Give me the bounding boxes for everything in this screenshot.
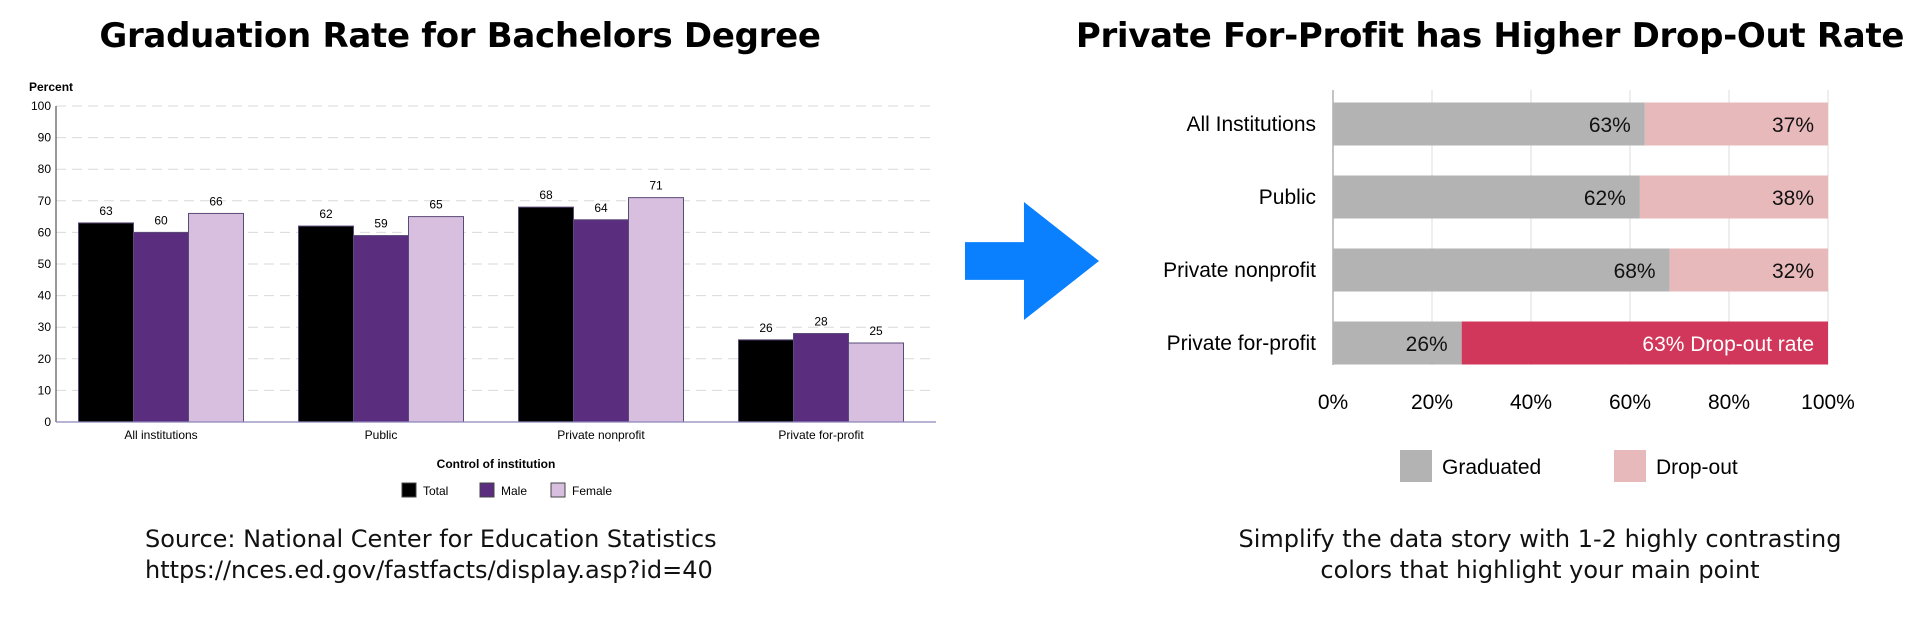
y-tick-label: 50 (38, 257, 52, 271)
stacked-bar-chart: 63% 37% All Institutions 62% 38% Public 68% 32%… (1163, 90, 1855, 482)
y-tick-label: 90 (38, 131, 52, 145)
bar-graduated (1333, 321, 1462, 365)
bar-total (298, 225, 354, 423)
x-tick-label: All institutions (124, 428, 197, 442)
x-tick-label: Private nonprofit (557, 428, 645, 442)
y-tick-label: Private for-profit (1167, 332, 1317, 355)
y-tick-label: Private nonprofit (1163, 259, 1316, 282)
y-tick-label: 30 (38, 320, 52, 334)
bar-female (848, 342, 904, 423)
legend-label: Total (423, 484, 448, 498)
bar-value-label: 63% (1589, 114, 1631, 137)
advice-caption-line: colors that highlight your main point (1320, 556, 1760, 584)
y-tick-label: 0 (44, 415, 51, 429)
x-tick-label: Public (365, 428, 398, 442)
bar-value-label: 63% Drop-out rate (1642, 333, 1814, 356)
legend-swatch (550, 482, 566, 498)
y-tick-label: 40 (38, 289, 52, 303)
right-chart-title: Private For-Profit has Higher Drop-Out R… (1075, 16, 1905, 56)
legend-swatch (1614, 450, 1646, 482)
bar-male (793, 333, 849, 423)
legend-swatch (1400, 450, 1432, 482)
legend-label: Graduated (1442, 456, 1541, 479)
left-chart-title: Graduation Rate for Bachelors Degree (99, 16, 821, 56)
bar-value-label: 62% (1584, 187, 1626, 210)
bar-value-label: 65 (429, 198, 443, 212)
y-tick-label: 10 (38, 383, 52, 397)
source-caption: Source: National Center for Education St… (145, 524, 717, 586)
bar-value-label: 32% (1772, 260, 1814, 283)
bar-value-label: 59 (374, 217, 388, 231)
x-tick-label: 60% (1609, 391, 1651, 414)
bar-value-label: 28 (814, 315, 828, 329)
bar-drop-out (1461, 321, 1828, 365)
bar-value-label: 38% (1772, 187, 1814, 210)
x-tick-label: 40% (1510, 391, 1552, 414)
y-tick-label: 20 (38, 352, 52, 366)
legend-swatch (479, 482, 495, 498)
bar-male (133, 231, 189, 423)
bar-value-label: 66 (209, 194, 223, 208)
y-tick-label: 70 (38, 194, 52, 208)
bar-value-label: 63 (99, 204, 113, 218)
source-caption-line: Source: National Center for Education St… (145, 525, 717, 553)
bar-value-label: 60 (154, 213, 168, 227)
bar-graduated (1333, 248, 1670, 292)
bar-value-label: 71 (649, 179, 663, 193)
x-axis-label: Control of institution (437, 457, 556, 471)
bar-value-label: 37% (1772, 114, 1814, 137)
y-tick-label: All Institutions (1186, 113, 1316, 136)
bar-total (518, 206, 574, 423)
bar-value-label: 68% (1614, 260, 1656, 283)
x-tick-label: 80% (1708, 391, 1750, 414)
bar-value-label: 25 (869, 324, 883, 338)
source-url: https://nces.ed.gov/fastfacts/display.as… (145, 556, 713, 584)
x-tick-label: 0% (1318, 391, 1348, 414)
y-axis-label: Percent (29, 80, 73, 94)
legend-label: Female (572, 484, 612, 498)
x-tick-label: 20% (1411, 391, 1453, 414)
bar-male (353, 235, 409, 423)
y-tick-label: 60 (38, 225, 52, 239)
bar-female (188, 212, 244, 423)
bar-female (628, 197, 684, 423)
bar-drop-out (1669, 248, 1828, 292)
bar-male (573, 219, 629, 423)
advice-caption-line: Simplify the data story with 1-2 highly … (1238, 525, 1842, 553)
x-tick-label: Private for-profit (778, 428, 864, 442)
bar-value-label: 64 (594, 201, 608, 215)
y-tick-label: 80 (38, 162, 52, 176)
bar-graduated (1333, 175, 1640, 219)
grouped-bar-chart: Percent 0 10 20 30 40 50 60 70 80 90 100 63 60 66 All i… (29, 80, 936, 498)
legend-label: Drop-out (1656, 456, 1738, 479)
y-tick-label: Public (1259, 186, 1316, 209)
x-tick-label: 100% (1801, 391, 1855, 414)
bar-drop-out (1639, 175, 1828, 219)
bar-value-label: 68 (539, 188, 553, 202)
advice-caption: Simplify the data story with 1-2 highly … (1180, 524, 1900, 586)
bar-graduated (1333, 102, 1645, 146)
bar-drop-out (1644, 102, 1828, 146)
legend-label: Male (501, 484, 527, 498)
legend-swatch (401, 482, 417, 498)
y-tick-label: 100 (31, 99, 51, 113)
bar-value-label: 26% (1406, 333, 1448, 356)
bar-value-label: 26 (759, 321, 773, 335)
bar-value-label: 62 (319, 207, 333, 221)
